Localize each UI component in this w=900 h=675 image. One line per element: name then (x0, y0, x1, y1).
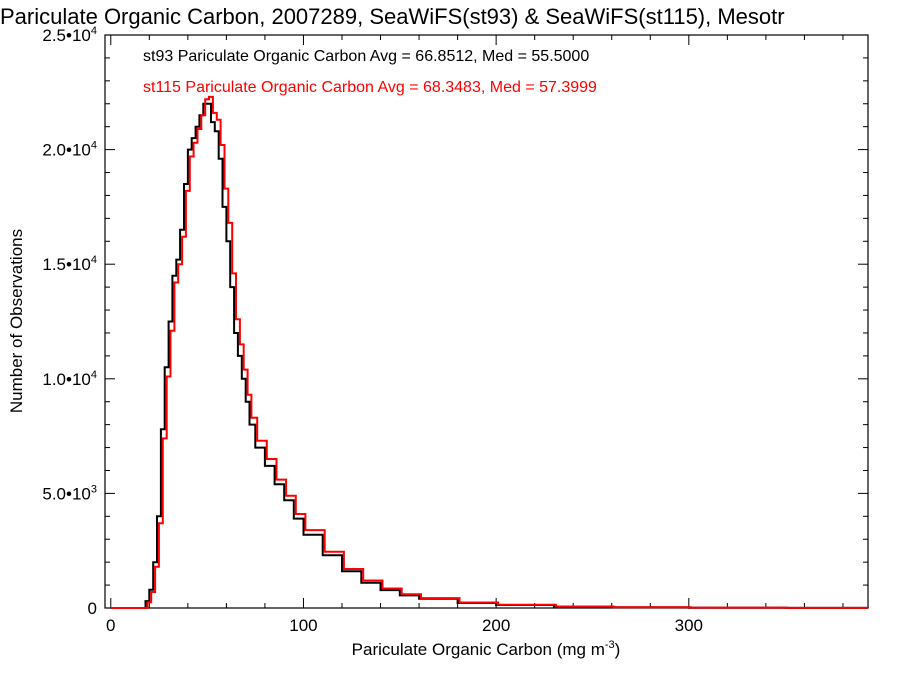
y-tick-label-3: 1.5•104 (42, 254, 97, 274)
x-tick-label-1: 100 (289, 616, 317, 635)
y-tick-label-2: 1.0•104 (42, 369, 97, 389)
y-axis-label: Number of Observations (7, 229, 26, 413)
y-tick-label-1: 5.0•103 (42, 483, 97, 503)
y-tick-mantissa-0: 0 (88, 599, 97, 618)
chart-title: Pariculate Organic Carbon, 2007289, SeaW… (0, 4, 785, 29)
series-layer (110, 95, 869, 609)
x-axis-label-exponent: -3 (605, 639, 615, 651)
y-tick-exponent-2: 4 (91, 369, 97, 381)
y-tick-exponent-4: 4 (91, 140, 97, 152)
legend-entry-st115: st115 Pariculate Organic Carbon Avg = 68… (143, 79, 597, 96)
x-axis: 0 100 200 300 (106, 35, 844, 635)
x-tick-label-0: 0 (106, 616, 115, 635)
x-axis-label: Pariculate Organic Carbon (mg m-3) (352, 639, 621, 659)
x-tick-label-2: 200 (482, 616, 510, 635)
series-line-st115 (110, 95, 869, 609)
y-tick-mantissa-4: 2.0•10 (42, 141, 91, 160)
y-tick-mantissa-1: 5.0•10 (42, 484, 91, 503)
x-axis-label-close: ) (615, 640, 621, 659)
plot-frame (104, 34, 869, 609)
y-tick-label-0: 0 (88, 599, 97, 618)
y-tick-exponent-3: 4 (91, 254, 97, 266)
y-tick-exponent-1: 3 (91, 483, 97, 495)
y-tick-mantissa-2: 1.0•10 (42, 370, 91, 389)
y-tick-label-4: 2.0•104 (42, 140, 97, 160)
y-tick-exponent-5: 4 (91, 25, 97, 37)
legend-entry-st93: st93 Pariculate Organic Carbon Avg = 66.… (143, 48, 589, 65)
x-axis-label-main: Pariculate Organic Carbon (mg m (352, 640, 605, 659)
x-tick-label-3: 300 (675, 616, 703, 635)
y-tick-mantissa-5: 2.5•10 (42, 26, 91, 45)
series-line-st93 (110, 102, 869, 609)
y-tick-mantissa-3: 1.5•10 (42, 255, 91, 274)
y-tick-label-5: 2.5•104 (42, 25, 97, 45)
